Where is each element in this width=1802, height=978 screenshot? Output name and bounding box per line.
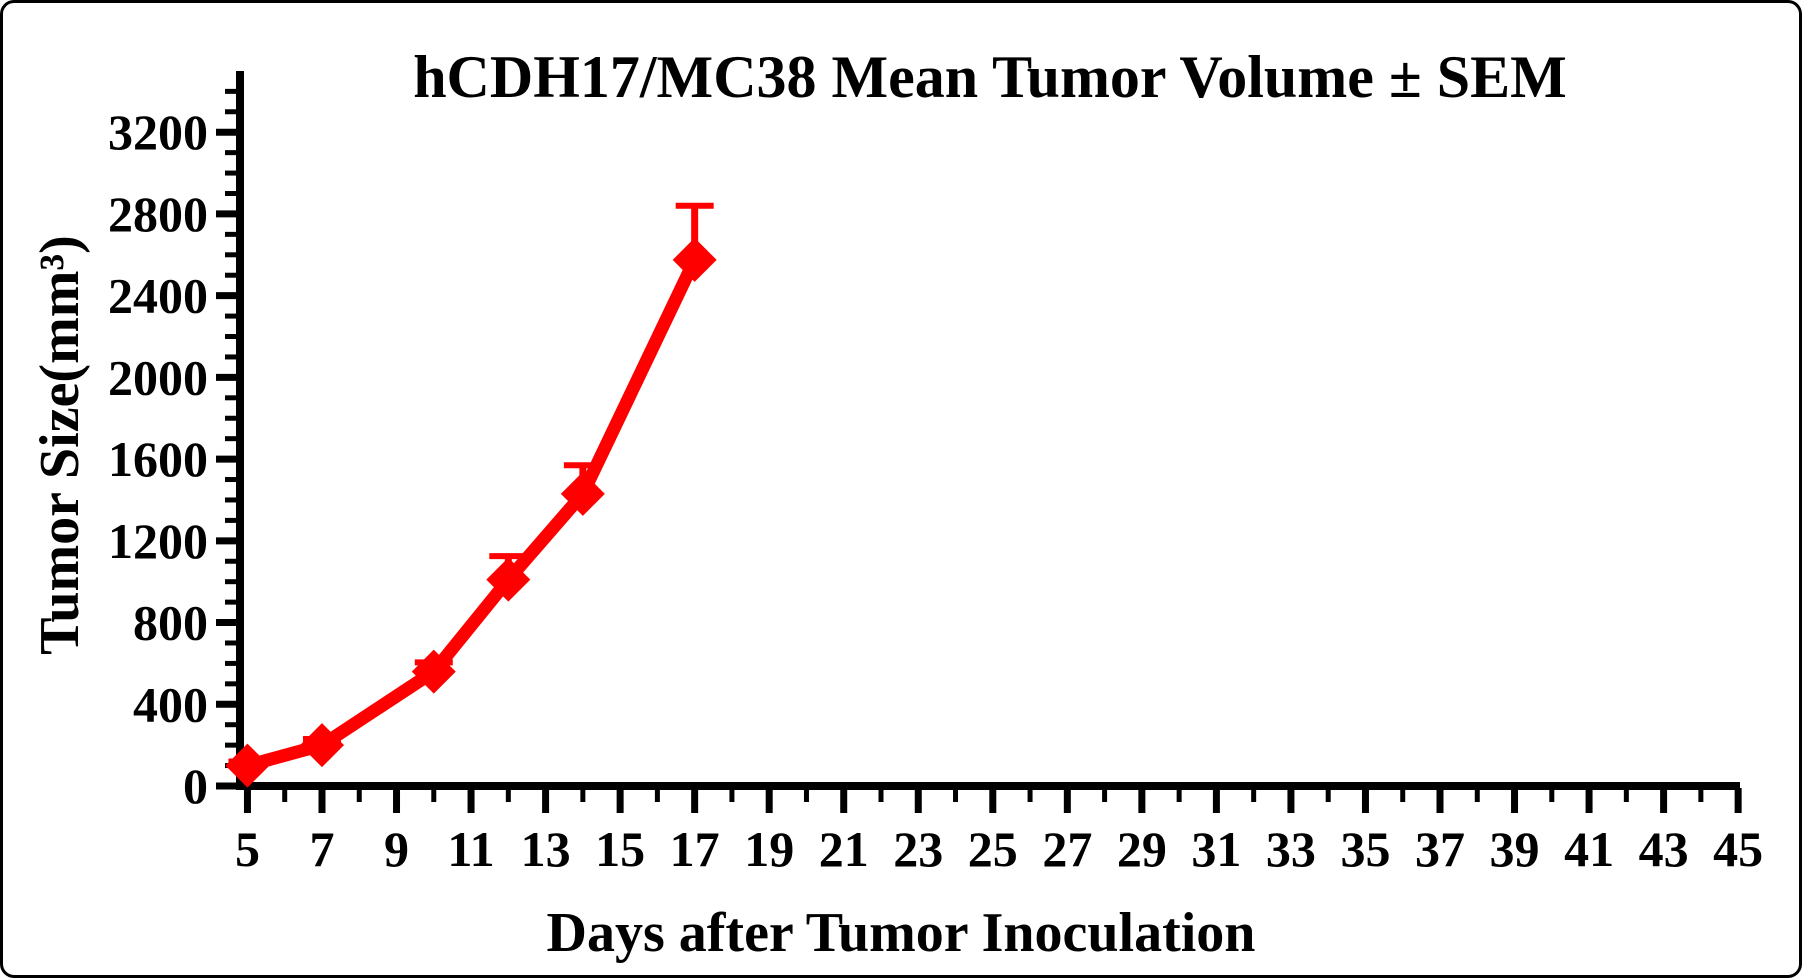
y-tick-label: 3200 [108, 104, 208, 160]
y-tick-label: 2800 [108, 186, 208, 242]
y-tick-label: 800 [133, 595, 208, 651]
x-tick-label: 19 [744, 821, 794, 877]
x-tick-label: 5 [235, 821, 260, 877]
y-tick-label: 400 [133, 676, 208, 732]
data-point-marker [225, 743, 270, 788]
y-tick-label: 0 [183, 758, 208, 814]
x-tick-label: 23 [893, 821, 943, 877]
data-point-marker [672, 237, 717, 282]
x-tick-label: 41 [1564, 821, 1614, 877]
x-tick-label: 37 [1415, 821, 1465, 877]
x-tick-label: 29 [1117, 821, 1167, 877]
x-tick-label: 15 [595, 821, 645, 877]
y-axis-title: Tumor Size(mm³) [29, 235, 91, 655]
x-tick-label: 35 [1340, 821, 1390, 877]
x-tick-label: 43 [1639, 821, 1689, 877]
y-tick-label: 2000 [108, 349, 208, 405]
x-axis-title: Days after Tumor Inoculation [546, 902, 1256, 964]
plot-area: 0 400 800 1200 1600 2000 2400 2800 3200 5 7 9 11 13 15… [108, 71, 1763, 877]
x-tick-label: 45 [1713, 821, 1763, 877]
chart-title: hCDH17/MC38 Mean Tumor Volume ± SEM [413, 44, 1567, 110]
x-tick-label: 11 [447, 821, 494, 877]
x-tick-label: 13 [521, 821, 571, 877]
data-point-marker [299, 723, 344, 768]
data-point-marker [560, 471, 605, 516]
x-tick-label: 25 [968, 821, 1018, 877]
x-tick-label: 7 [309, 821, 334, 877]
x-tick-label: 33 [1266, 821, 1316, 877]
data-point-marker [486, 557, 531, 602]
x-tick-label: 21 [819, 821, 869, 877]
y-tick-label: 2400 [108, 268, 208, 324]
series-line [245, 257, 701, 772]
y-tick-label: 1200 [108, 513, 208, 569]
x-tick-label: 31 [1191, 821, 1241, 877]
x-tick-label: 17 [670, 821, 720, 877]
y-tick-label: 1600 [108, 431, 208, 487]
x-tick-label: 39 [1490, 821, 1540, 877]
x-tick-label: 27 [1042, 821, 1092, 877]
x-tick-label: 9 [384, 821, 409, 877]
data-point-marker [411, 649, 456, 694]
